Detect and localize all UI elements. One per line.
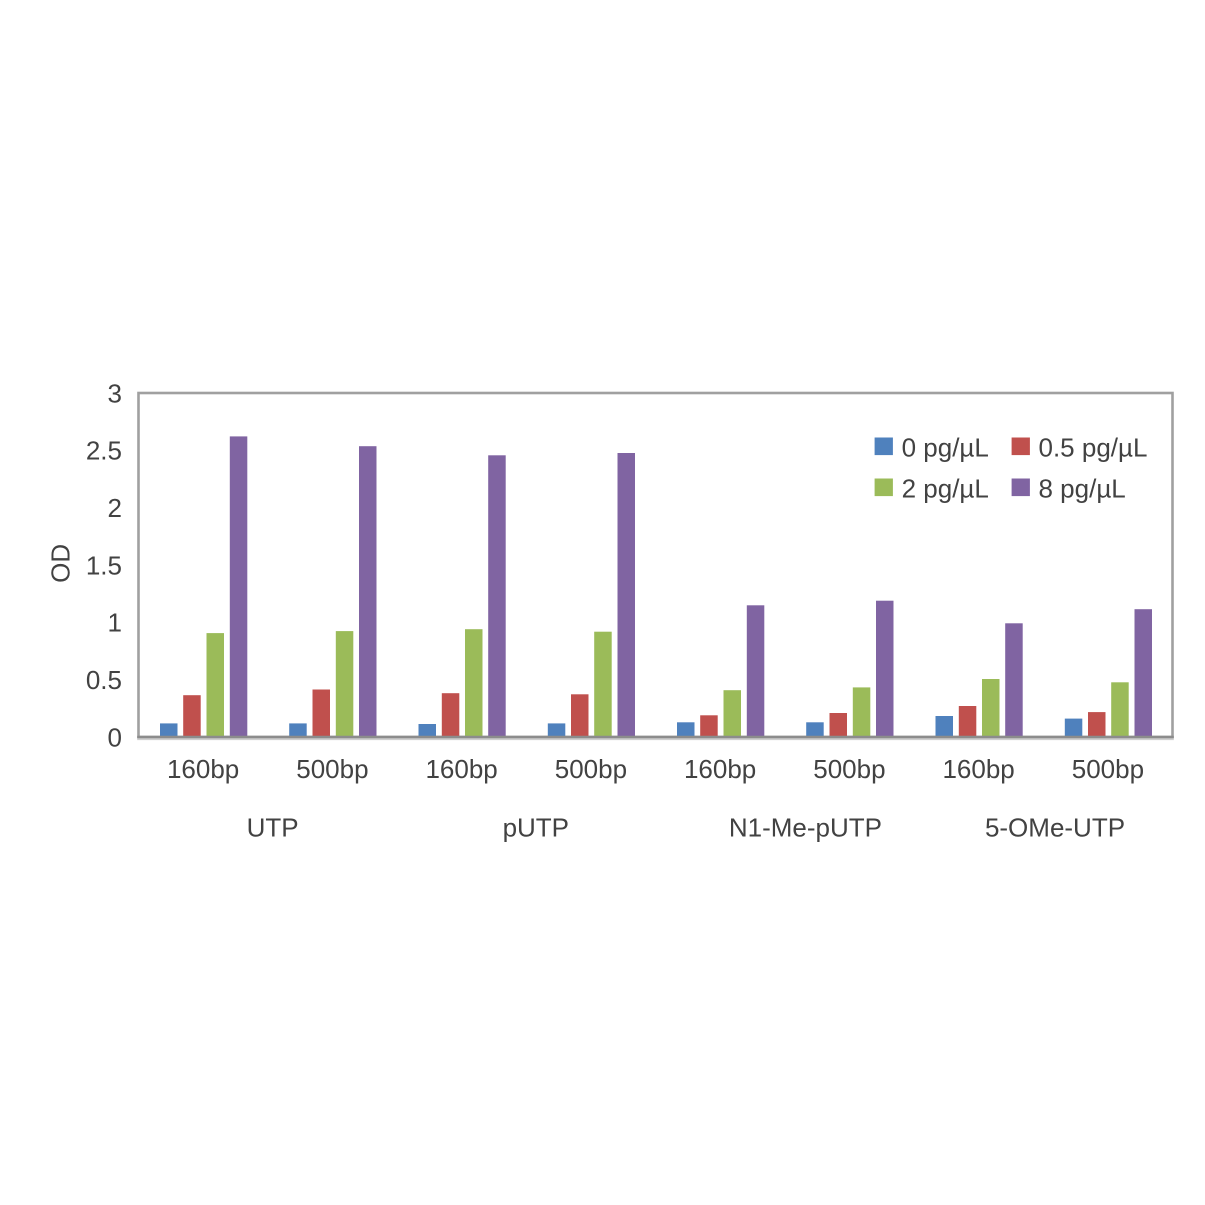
svg-text:2.5: 2.5 [86, 436, 122, 466]
svg-text:160bp: 160bp [942, 754, 1014, 784]
svg-text:0 pg/µL: 0 pg/µL [902, 432, 989, 462]
svg-text:5-OMe-UTP: 5-OMe-UTP [985, 813, 1125, 843]
svg-text:500bp: 500bp [813, 754, 885, 784]
svg-text:OD: OD [46, 544, 76, 583]
svg-text:1.5: 1.5 [86, 550, 122, 580]
svg-text:0.5: 0.5 [86, 665, 122, 695]
svg-text:500bp: 500bp [296, 754, 368, 784]
svg-text:8 pg/µL: 8 pg/µL [1039, 473, 1126, 503]
svg-text:3: 3 [108, 378, 122, 408]
svg-text:500bp: 500bp [555, 754, 627, 784]
svg-text:160bp: 160bp [167, 754, 239, 784]
svg-text:2: 2 [108, 493, 122, 523]
svg-text:160bp: 160bp [425, 754, 497, 784]
svg-text:pUTP: pUTP [503, 813, 569, 843]
svg-text:500bp: 500bp [1072, 754, 1144, 784]
svg-text:160bp: 160bp [684, 754, 756, 784]
svg-text:N1-Me-pUTP: N1-Me-pUTP [729, 813, 882, 843]
svg-text:0: 0 [108, 722, 122, 752]
svg-text:2 pg/µL: 2 pg/µL [902, 473, 989, 503]
svg-text:UTP: UTP [247, 813, 299, 843]
svg-text:1: 1 [108, 608, 122, 638]
svg-text:0.5 pg/µL: 0.5 pg/µL [1039, 432, 1148, 462]
